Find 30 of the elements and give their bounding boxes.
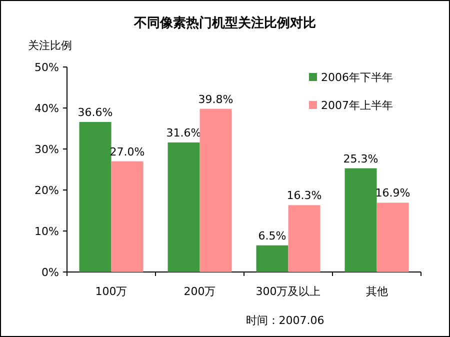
- text: 6.5%: [258, 229, 286, 242]
- y-tick-label: 0%: [42, 266, 59, 279]
- x-tick-label: 200万: [184, 285, 216, 298]
- text: 时间：2007.06: [246, 314, 324, 327]
- y-tick-label: 20%: [34, 184, 59, 197]
- y-tick-label: 30%: [34, 143, 59, 156]
- x-tick-label: 其他: [366, 285, 388, 298]
- text: 16.9%: [375, 186, 410, 200]
- x-tick-label: 300万及以上: [256, 285, 321, 298]
- text: 36.6%: [78, 106, 113, 119]
- text: 31.6%: [166, 126, 202, 140]
- bar: [344, 168, 377, 272]
- bar: [111, 161, 144, 272]
- bar: [256, 245, 288, 272]
- bar: [200, 108, 232, 272]
- legend-label: 2006年下半年: [321, 71, 393, 84]
- bar: [168, 142, 200, 272]
- text: 25.3%: [343, 152, 378, 166]
- bar: [376, 202, 409, 272]
- y-tick-label: 10%: [34, 225, 59, 238]
- text: 16.3%: [286, 189, 322, 202]
- x-tick-label: 100万: [95, 285, 128, 298]
- text: 39.8%: [198, 92, 234, 106]
- chart-title: 不同像素热门机型关注比例对比: [133, 15, 316, 31]
- y-tick-label: 40%: [34, 102, 59, 115]
- bar: [79, 122, 112, 272]
- y-tick-label: 50%: [34, 61, 59, 74]
- bar: [288, 205, 320, 272]
- legend-label: 2007年上半年: [321, 99, 393, 112]
- y-axis-title: 关注比例: [28, 39, 72, 52]
